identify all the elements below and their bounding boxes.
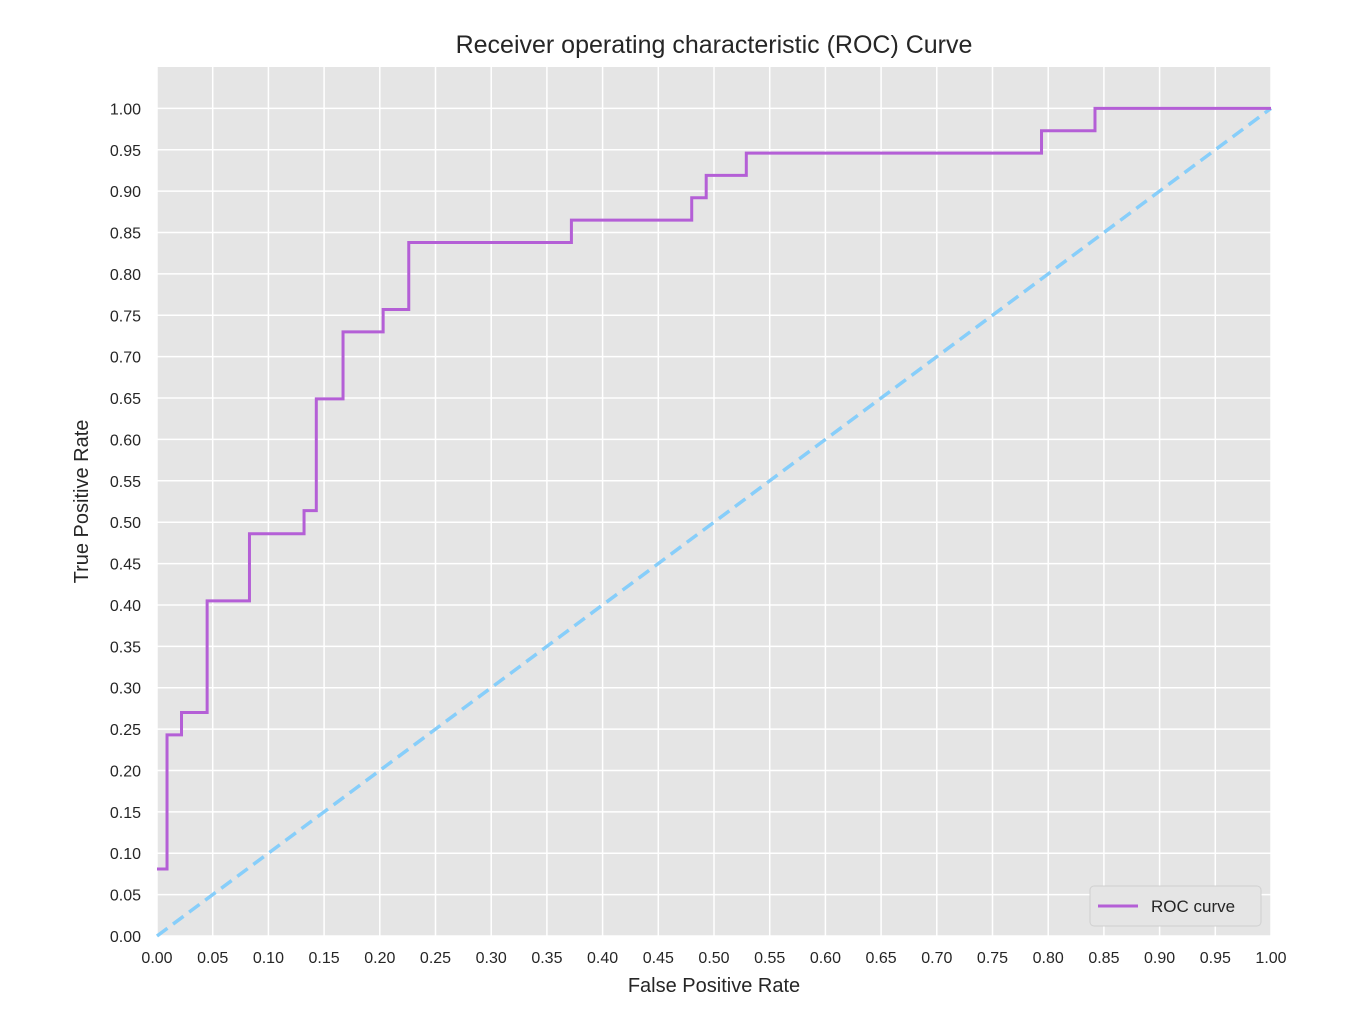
roc-curve-line — [157, 106, 1271, 871]
legend: ROC curve — [1089, 885, 1262, 927]
x-tick-label: 0.95 — [1200, 950, 1231, 967]
y-tick-label: 0.55 — [110, 474, 141, 491]
y-tick-label: 0.10 — [110, 846, 141, 863]
x-tick-label: 0.00 — [141, 950, 172, 967]
x-tick-label: 0.75 — [977, 950, 1008, 967]
y-tick-label: 0.80 — [110, 267, 141, 284]
y-tick-label: 0.95 — [110, 143, 141, 160]
y-tick-label: 0.65 — [110, 391, 141, 408]
x-tick-label: 0.55 — [754, 950, 785, 967]
x-tick-label: 0.90 — [1144, 950, 1175, 967]
y-tick-label: 0.25 — [110, 722, 141, 739]
y-tick-label: 0.50 — [110, 515, 141, 532]
series-layer — [155, 106, 1273, 938]
y-tick-label: 1.00 — [110, 101, 141, 118]
x-tick-label: 0.10 — [253, 950, 284, 967]
y-tick-label: 0.15 — [110, 805, 141, 822]
legend-box — [1089, 885, 1262, 927]
y-tick-label: 0.85 — [110, 226, 141, 243]
y-axis-ticks: 0.00 0.05 0.10 0.15 0.20 0.25 0.30 0.35 0.40 0.45… — [110, 101, 141, 946]
x-tick-label: 0.60 — [810, 950, 841, 967]
y-tick-label: 0.70 — [110, 350, 141, 367]
x-tick-label: 0.15 — [309, 950, 340, 967]
x-tick-label: 0.70 — [921, 950, 952, 967]
y-tick-label: 0.30 — [110, 681, 141, 698]
gridlines — [156, 67, 1272, 937]
y-tick-label: 0.75 — [110, 308, 141, 325]
y-tick-label: 0.60 — [110, 432, 141, 449]
y-tick-label: 0.05 — [110, 888, 141, 905]
x-axis-title: False Positive Rate — [628, 975, 800, 997]
x-tick-label: 0.80 — [1033, 950, 1064, 967]
x-tick-label: 0.05 — [197, 950, 228, 967]
x-tick-label: 0.85 — [1088, 950, 1119, 967]
x-tick-label: 0.50 — [698, 950, 729, 967]
chart-title: Receiver operating characteristic (ROC) … — [456, 31, 973, 59]
x-tick-label: 0.30 — [476, 950, 507, 967]
x-tick-label: 1.00 — [1255, 950, 1286, 967]
y-tick-label: 0.35 — [110, 639, 141, 656]
x-tick-label: 0.25 — [420, 950, 451, 967]
x-axis-ticks: 0.00 0.05 0.10 0.15 0.20 0.25 0.30 0.35 0.40 0.45… — [141, 950, 1286, 967]
y-tick-label: 0.20 — [110, 763, 141, 780]
x-tick-label: 0.20 — [364, 950, 395, 967]
y-tick-label: 0.45 — [110, 557, 141, 574]
y-tick-label: 0.90 — [110, 184, 141, 201]
y-tick-label: 0.40 — [110, 598, 141, 615]
y-axis-title: True Positive Rate — [71, 420, 93, 584]
x-tick-label: 0.35 — [531, 950, 562, 967]
x-tick-label: 0.45 — [643, 950, 674, 967]
x-tick-label: 0.40 — [587, 950, 618, 967]
diagonal-reference-line — [155, 106, 1273, 938]
x-tick-label: 0.65 — [866, 950, 897, 967]
legend-label-roc: ROC curve — [1151, 897, 1235, 916]
y-tick-label: 0.00 — [110, 929, 141, 946]
